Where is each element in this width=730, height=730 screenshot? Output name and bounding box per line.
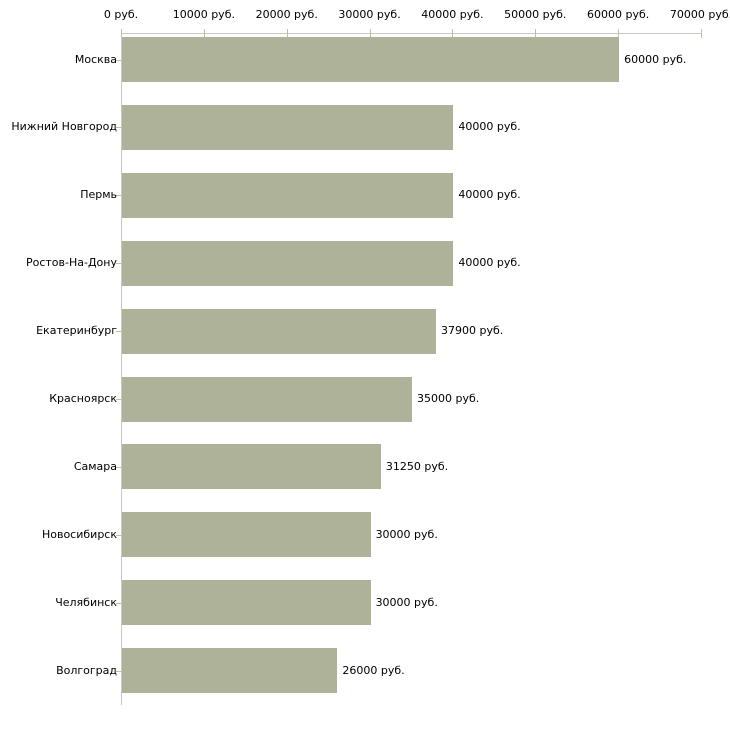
x-axis-tick [452, 29, 454, 38]
value-label: 37900 руб. [441, 324, 504, 338]
category-label: Ростов-На-Дону [25, 256, 117, 270]
y-axis-line [121, 33, 122, 705]
x-axis-tick-label: 20000 руб. [255, 8, 318, 21]
x-axis-tick [203, 29, 205, 38]
x-axis-tick-label: 40000 руб. [421, 8, 484, 21]
x-axis-tick-label: 50000 руб. [504, 8, 567, 21]
category-label: Пермь [80, 188, 117, 202]
value-label: 26000 руб. [342, 663, 405, 677]
x-axis-tick-label: 10000 руб. [172, 8, 235, 21]
category-label: Новосибирск [41, 527, 117, 541]
bar-6 [122, 376, 412, 422]
value-label: 30000 руб. [375, 595, 438, 609]
x-axis-tick [535, 29, 537, 38]
value-label: 31250 руб. [385, 459, 449, 473]
y-axis-tick [116, 331, 121, 333]
x-axis-tick-label: 70000 руб. [669, 8, 730, 21]
bar-1 [122, 37, 620, 82]
x-axis-tick-label: 0 руб. [103, 8, 139, 21]
value-label: 40000 руб. [458, 188, 521, 202]
x-axis-tick [369, 29, 371, 38]
category-label: Москва [74, 52, 117, 66]
bar-4 [122, 240, 454, 286]
y-axis-tick [116, 263, 121, 265]
y-axis-tick [116, 670, 121, 672]
x-axis-tick-label: 60000 руб. [587, 8, 650, 21]
y-axis-tick [116, 195, 121, 197]
bar-8 [122, 512, 371, 558]
y-axis-tick [116, 602, 121, 604]
bar-3 [122, 172, 454, 218]
bar-7 [122, 444, 381, 490]
category-label: Екатеринбург [36, 324, 117, 338]
value-label: 30000 руб. [375, 527, 438, 541]
value-label: 35000 руб. [417, 392, 480, 405]
category-label: Нижний Новгород [11, 120, 117, 134]
y-axis-tick [116, 127, 121, 129]
value-label: 40000 руб. [458, 256, 521, 270]
x-axis-line [121, 33, 701, 34]
value-label: 40000 руб. [458, 120, 521, 134]
x-axis-tick [618, 29, 620, 38]
bar-5 [122, 308, 437, 354]
x-axis-tick-label: 30000 руб. [338, 8, 401, 21]
bar-9 [122, 580, 371, 626]
category-label: Челябинск [55, 595, 117, 609]
x-axis-tick [701, 29, 702, 38]
x-axis-tick [121, 29, 122, 38]
category-label: Красноярск [49, 392, 117, 405]
bar-2 [122, 104, 454, 150]
category-label: Самара [73, 459, 117, 473]
y-axis-tick [116, 534, 121, 536]
category-label: Волгоград [56, 663, 117, 677]
y-axis-tick [116, 399, 121, 400]
value-label: 60000 руб. [624, 52, 687, 66]
x-axis-tick [286, 29, 288, 38]
bar-10 [122, 648, 338, 694]
y-axis-tick [116, 59, 121, 61]
y-axis-tick [116, 466, 121, 468]
